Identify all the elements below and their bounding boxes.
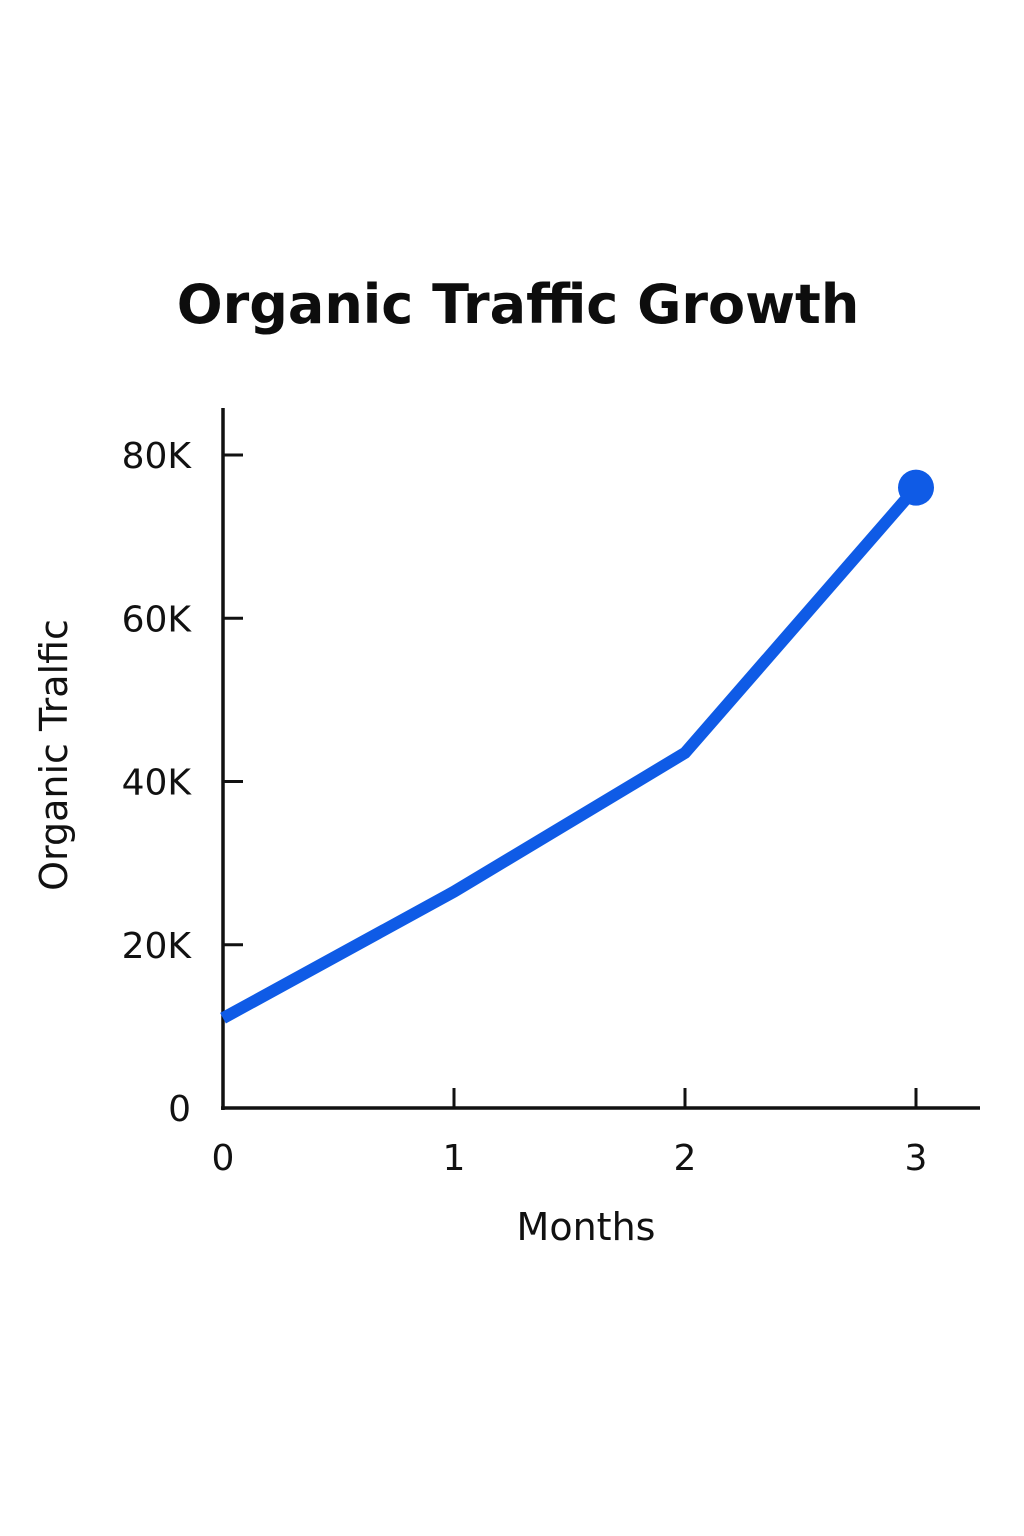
series-layer [220,469,934,1024]
axes [221,408,980,1110]
y-axis-ticks: 0 20K 40K 60K 80K [122,436,243,1130]
x-axis-ticks: 0 1 2 3 [212,1088,928,1179]
x-axis-label: Months [517,1205,656,1249]
x-tick-label: 0 [212,1138,235,1179]
x-tick-label: 3 [905,1138,928,1179]
y-tick-label: 60K [122,599,193,640]
y-tick-label: 80K [122,436,193,477]
x-tick-label: 2 [674,1138,697,1179]
y-tick-label: 0 [168,1089,191,1130]
y-axis-label: Organic Tralfic [32,619,76,891]
y-tick-label: 40K [122,763,193,804]
x-tick-label: 1 [443,1138,466,1179]
data-point [898,469,934,506]
y-tick-label: 20K [122,926,193,967]
chart-title: Organic Traffic Growth [177,273,860,336]
series-line [220,483,921,1024]
